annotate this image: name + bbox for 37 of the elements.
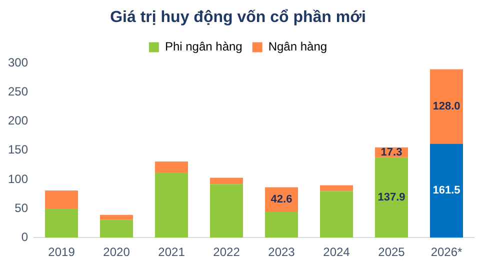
x-tick-label: 2024 [323, 245, 350, 260]
y-tick-label: 250 [8, 84, 28, 99]
y-tick-label: 50 [14, 200, 28, 215]
y-tick-label: 0 [21, 230, 28, 244]
x-tick-label: 2023 [268, 245, 296, 260]
bar [210, 178, 244, 184]
y-tick-label: 200 [8, 114, 28, 128]
data-label: 42.6 [270, 194, 292, 206]
x-tick-label: 2021 [158, 245, 186, 260]
x-tick-label: 2020 [103, 245, 130, 260]
data-label: 17.3 [380, 146, 402, 158]
data-label: 161.5 [432, 184, 460, 197]
bar [100, 214, 134, 220]
x-tick-label: 2026* [430, 245, 463, 260]
x-tick-label: 2022 [213, 245, 240, 260]
bar [155, 172, 188, 238]
bar [320, 185, 354, 192]
x-tick-label: 2025 [378, 245, 406, 260]
bar [430, 69, 463, 144]
bar [45, 208, 78, 238]
bar [45, 190, 78, 209]
bar [375, 157, 408, 238]
data-label: 128.0 [432, 100, 460, 113]
chart-title: Giá trị huy động vốn cổ phần mới [110, 9, 366, 26]
bar [320, 191, 354, 238]
bar [210, 184, 244, 238]
bar [100, 220, 134, 238]
legend-label: Ngân hàng [268, 40, 328, 54]
x-tick-label: 2019 [48, 245, 76, 260]
y-tick-label: 150 [8, 142, 28, 157]
bar [265, 212, 298, 238]
bar [430, 144, 463, 238]
y-tick-label: 300 [8, 56, 28, 70]
data-label: 137.9 [378, 192, 406, 204]
y-tick-label: 100 [8, 172, 28, 186]
bar [155, 161, 188, 172]
legend-label: Phi ngân hàng [164, 40, 242, 54]
